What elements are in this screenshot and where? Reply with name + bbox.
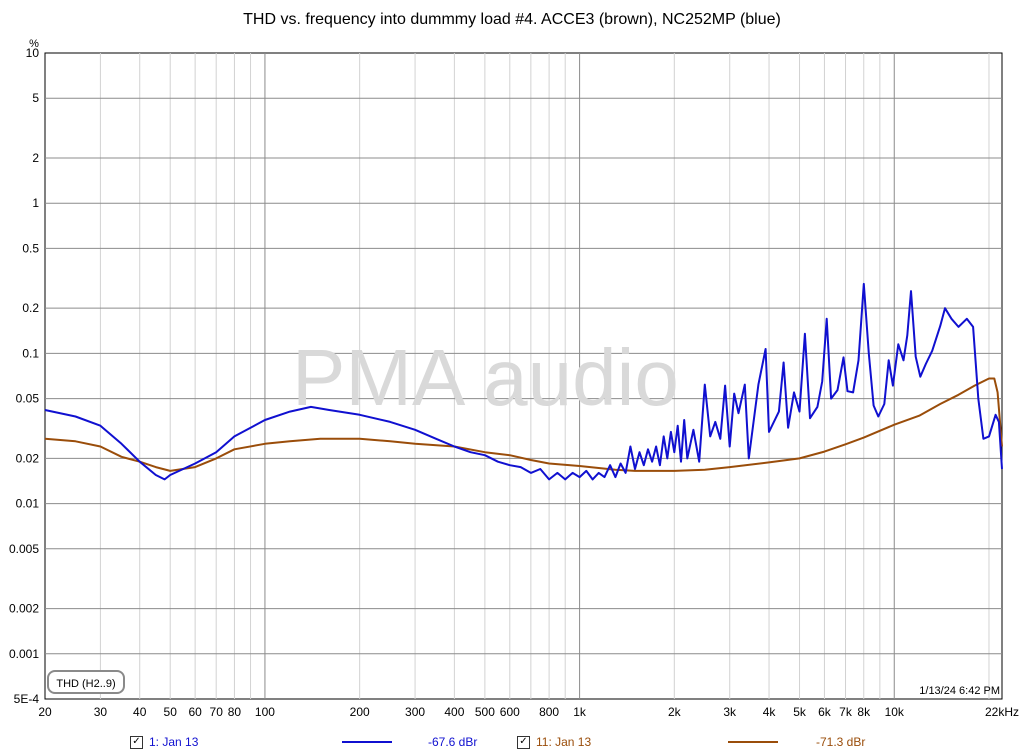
timestamp: 1/13/24 6:42 PM: [919, 685, 1000, 697]
x-tick-label: 400: [444, 705, 464, 719]
x-tick-label: 60: [188, 705, 202, 719]
x-tick-label: 100: [255, 705, 275, 719]
y-axis-unit: %: [29, 38, 39, 50]
thd-box-label: THD (H2..9): [56, 678, 115, 690]
y-tick-label: 0.005: [9, 542, 39, 556]
x-tick-label: 5k: [793, 705, 807, 719]
thd-box: [47, 670, 125, 694]
y-tick-label: 0.001: [9, 647, 39, 661]
y-tick-label: 0.1: [22, 346, 39, 360]
x-tick-label: 7k: [839, 705, 853, 719]
x-tick-label: 10k: [885, 705, 905, 719]
x-tick-label: 22kHz: [985, 705, 1019, 719]
legend-value-1: -67.6 dBr: [428, 735, 478, 749]
series-line-1: [44, 282, 1003, 481]
y-tick-labels: 10 5 2 1 0.5 0.2 0.1 0.05 0.02 0.01 0.005 0.002 0.00…: [9, 46, 39, 706]
legend-entry-1[interactable]: ✓ 1: Jan 13: [130, 732, 198, 752]
legend-entry-2[interactable]: ✓ 11: Jan 13: [517, 732, 591, 752]
y-tick-label: 2: [32, 151, 39, 165]
y-tick-label: 0.05: [16, 392, 40, 406]
checkbox-1[interactable]: ✓: [130, 735, 143, 749]
watermark-text: PMA audio: [292, 333, 679, 422]
x-tick-label: 80: [228, 705, 242, 719]
x-tick-label: 2k: [668, 705, 682, 719]
checkbox-2[interactable]: ✓: [517, 735, 530, 749]
x-tick-label: 8k: [857, 705, 871, 719]
y-tick-label: 0.5: [22, 241, 39, 255]
x-tick-label: 3k: [723, 705, 737, 719]
x-tick-label: 1k: [573, 705, 587, 719]
legend-swatch-1: [342, 741, 392, 743]
x-tick-label: 4k: [763, 705, 777, 719]
x-tick-label: 200: [350, 705, 370, 719]
legend-label-1: 1: Jan 13: [149, 735, 199, 749]
y-tick-label: 10: [26, 46, 40, 60]
legend-swatch-1-wrap: [342, 732, 392, 752]
y-tick-label: 5: [32, 91, 39, 105]
x-tick-label: 300: [405, 705, 425, 719]
y-tick-label: 0.2: [22, 301, 39, 315]
x-tick-label: 30: [94, 705, 108, 719]
chart-title: THD vs. frequency into dummmy load #4. A…: [243, 11, 781, 28]
y-tick-label: 0.002: [9, 602, 39, 616]
x-tick-label: 600: [500, 705, 520, 719]
x-tick-label: 500: [475, 705, 495, 719]
legend-value-2: -71.3 dBr: [816, 735, 866, 749]
y-tick-label: 1: [32, 196, 39, 210]
y-tick-label: 0.02: [16, 451, 40, 465]
x-tick-label: 40: [133, 705, 147, 719]
legend-swatch-2-wrap: [728, 732, 778, 752]
x-tick-label: 6k: [818, 705, 832, 719]
legend-value-1-wrap: -67.6 dBr: [428, 732, 477, 752]
x-tick-label: 800: [539, 705, 559, 719]
x-tick-label: 20: [38, 705, 52, 719]
x-tick-label: 50: [164, 705, 178, 719]
y-tick-label: 0.01: [16, 497, 40, 511]
x-tick-label: 70: [210, 705, 224, 719]
x-tick-labels: 20 30 40 50 60 70 80 100 200 300 400 500 600 800 1k 2k 3…: [38, 705, 1019, 719]
legend-label-2: 11: Jan 13: [536, 735, 592, 749]
grid-minor: [99, 53, 990, 699]
plot-area: [44, 52, 1003, 700]
legend-swatch-2: [728, 741, 778, 743]
series-layer: [44, 282, 1003, 481]
legend-value-2-wrap: -71.3 dBr: [816, 732, 865, 752]
y-tick-label: 5E-4: [14, 692, 40, 706]
